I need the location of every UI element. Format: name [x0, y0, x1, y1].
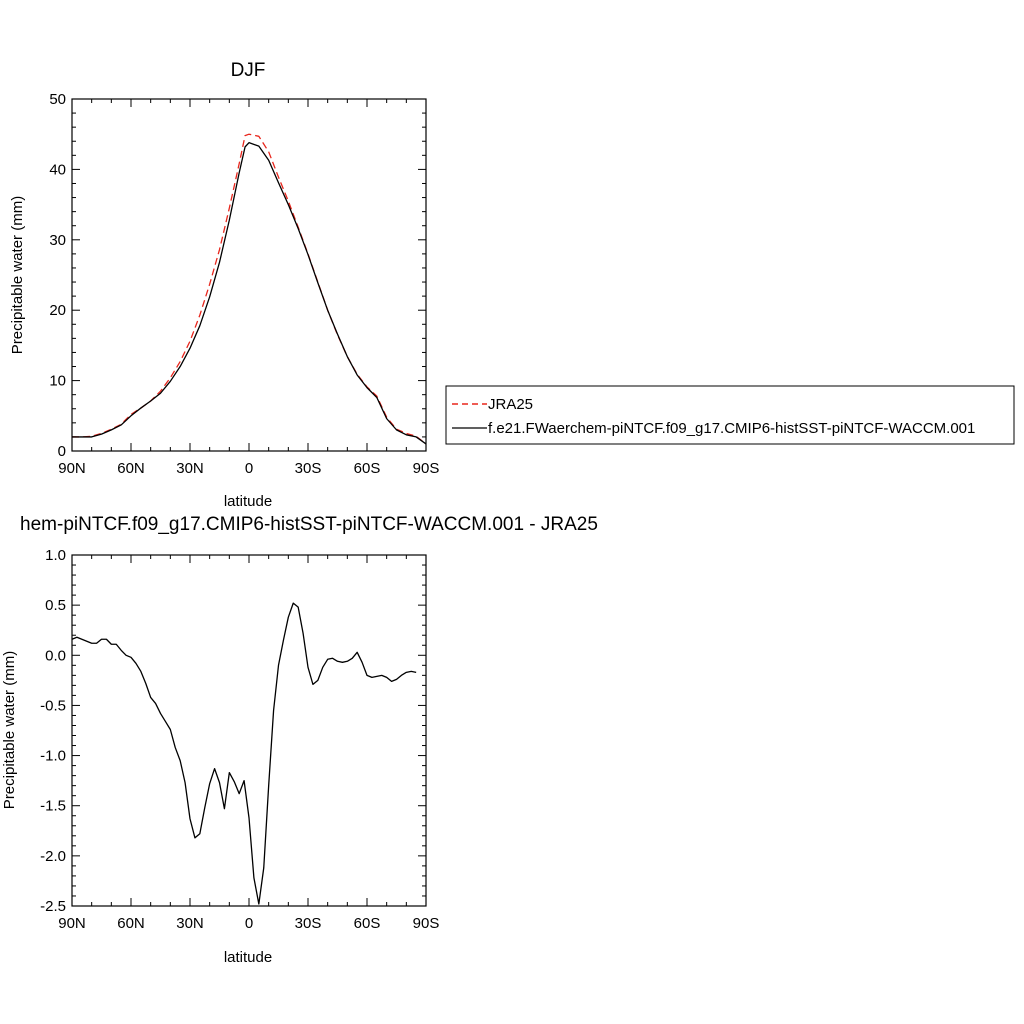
djf-x-tick-label: 0 [245, 460, 253, 477]
djf-x-tick-label: 60N [117, 460, 145, 477]
difference-x-tick-label: 30N [176, 915, 204, 932]
difference-y-tick-label: 1.0 [45, 547, 66, 564]
djf-x-tick-label: 90S [413, 460, 440, 477]
djf-x-tick-label: 60S [354, 460, 381, 477]
legend: JRA25 f.e21.FWaerchem-piNTCF.f09_g17.CMI… [445, 385, 1015, 445]
djf-tick-labels: 90N 60N 30N 0 30S 60S 90S 0 10 20 30 40 50 [49, 91, 439, 477]
djf-plot-frame [71, 98, 427, 452]
difference-y-tick-label: -0.5 [40, 697, 66, 714]
difference-y-tick-label: 0.0 [45, 647, 66, 664]
difference-plot-frame [71, 554, 427, 907]
difference-panel: hem-piNTCF.f09_g17.CMIP6-histSST-piNTCF-… [1, 514, 598, 966]
difference-y-tick-label: -2.5 [40, 898, 66, 915]
djf-y-tick-label: 20 [49, 302, 66, 319]
djf-y-tick-label: 0 [58, 443, 66, 460]
difference-y-tick-label: -2.0 [40, 848, 66, 865]
difference-x-tick-label: 90N [58, 915, 86, 932]
difference-y-tick-label: 0.5 [45, 597, 66, 614]
djf-y-axis-label: Precipitable water (mm) [9, 196, 26, 354]
difference-x-axis-label: latitude [224, 949, 272, 966]
djf-y-tick-label: 50 [49, 91, 66, 108]
djf-y-tick-label: 40 [49, 161, 66, 178]
difference-x-tick-label: 60S [354, 915, 381, 932]
difference-y-axis-label: Precipitable water (mm) [1, 651, 18, 809]
djf-x-tick-label: 30S [295, 460, 322, 477]
difference-x-tick-label: 0 [245, 915, 253, 932]
difference-x-tick-label: 30S [295, 915, 322, 932]
legend-model-label: f.e21.FWaerchem-piNTCF.f09_g17.CMIP6-his… [488, 420, 975, 437]
difference-series-line-0 [71, 602, 417, 905]
djf-y-tick-label: 30 [49, 232, 66, 249]
djf-title: DJF [231, 60, 266, 81]
difference-title: hem-piNTCF.f09_g17.CMIP6-histSST-piNTCF-… [20, 514, 598, 535]
difference-series-lines [71, 602, 417, 905]
difference-y-tick-label: -1.0 [40, 748, 66, 765]
djf-series-line-1 [72, 142, 427, 445]
difference-x-tick-label: 60N [117, 915, 145, 932]
legend-box [445, 385, 1015, 445]
legend-jra25-label: JRA25 [488, 396, 533, 413]
difference-y-tick-label: -1.5 [40, 798, 66, 815]
djf-x-tick-label: 90N [58, 460, 86, 477]
djf-panel: DJF latitude Precipitable water (mm) 90N… [9, 60, 439, 510]
djf-y-tick-label: 10 [49, 373, 66, 390]
djf-x-axis-label: latitude [224, 493, 272, 510]
difference-x-tick-label: 90S [413, 915, 440, 932]
djf-series-lines [72, 133, 427, 445]
difference-tick-labels: 90N 60N 30N 0 30S 60S 90S 1.0 0.5 0.0 -0.5 -1.0 -1.5… [40, 547, 439, 932]
djf-x-tick-label: 30N [176, 460, 204, 477]
